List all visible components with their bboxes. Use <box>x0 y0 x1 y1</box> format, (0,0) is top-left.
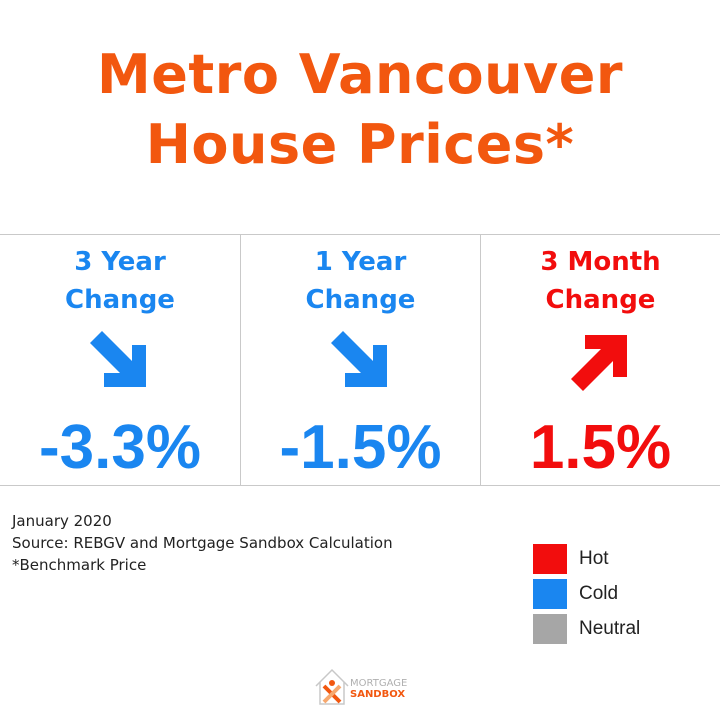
legend-item-neutral: Neutral <box>533 614 713 649</box>
card-label-line-1: 1 Year <box>314 247 407 277</box>
notes: January 2020 Source: REBGV and Mortgage … <box>12 510 393 576</box>
legend-swatch <box>533 614 567 644</box>
logo-text-line-2: SANDBOX <box>350 689 406 700</box>
arrow-up-right-icon <box>571 335 627 391</box>
legend-label: Cold <box>579 583 619 604</box>
card-label: 3 Year Change <box>0 243 240 319</box>
mortgage-sandbox-logo: MORTGAGE SANDBOX <box>312 664 422 708</box>
logo-text: MORTGAGE SANDBOX <box>350 678 407 700</box>
card-3-year: 3 Year Change -3.3% <box>0 235 240 485</box>
legend-item-hot: Hot <box>533 544 713 579</box>
card-label-line-2: Change <box>65 285 175 315</box>
legend: Hot Cold Neutral <box>533 544 713 649</box>
legend-label: Neutral <box>579 618 641 639</box>
arrow-down-right-icon <box>331 331 387 387</box>
title-line-2: House Prices* <box>145 113 575 176</box>
card-label-line-1: 3 Year <box>74 247 166 277</box>
change-cards: 3 Year Change -3.3% 1 Year Change -1.5% … <box>0 234 720 486</box>
notes-footnote: *Benchmark Price <box>12 556 147 574</box>
card-value: -1.5% <box>279 413 442 482</box>
logo-text-line-1: MORTGAGE <box>350 678 408 689</box>
card-3-month: 3 Month Change 1.5% <box>480 235 720 485</box>
legend-swatch <box>533 544 567 574</box>
house-logo-icon <box>315 668 349 705</box>
notes-date: January 2020 <box>12 512 112 530</box>
page-title: Metro Vancouver House Prices* <box>0 40 720 180</box>
legend-item-cold: Cold <box>533 579 713 614</box>
legend-label: Hot <box>579 548 609 569</box>
card-1-year: 1 Year Change -1.5% <box>240 235 480 485</box>
card-label-line-2: Change <box>305 285 416 315</box>
card-label-line-2: Change <box>545 285 656 315</box>
card-label: 1 Year Change <box>241 243 480 319</box>
title-line-1: Metro Vancouver <box>97 43 623 106</box>
card-label: 3 Month Change <box>481 243 720 319</box>
notes-source: Source: REBGV and Mortgage Sandbox Calcu… <box>12 534 393 552</box>
card-value: -3.3% <box>39 413 201 482</box>
card-label-line-1: 3 Month <box>540 247 661 277</box>
arrow-down-right-icon <box>90 331 146 387</box>
card-value: 1.5% <box>529 413 672 482</box>
legend-swatch <box>533 579 567 609</box>
